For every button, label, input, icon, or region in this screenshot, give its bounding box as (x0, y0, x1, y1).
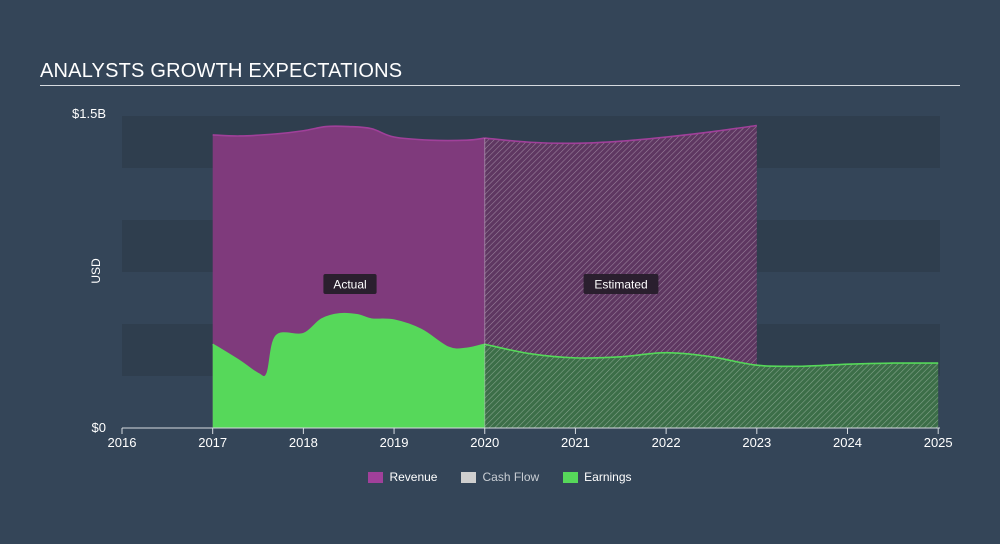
estimated-label: Estimated (583, 274, 659, 294)
legend-item-cash-flow[interactable]: Cash Flow (461, 470, 539, 484)
x-tick-label: 2016 (108, 435, 137, 450)
earnings-actual-line (212, 312, 485, 378)
x-tick-label: 2020 (470, 435, 499, 450)
x-tick-label: 2024 (833, 435, 862, 450)
actual-label-text: Actual (333, 278, 366, 292)
actual-label-bg (323, 274, 377, 294)
revenue-actual-line (212, 125, 485, 142)
y-tick-label-min: $0 (92, 420, 106, 435)
x-tick-label: 2023 (742, 435, 771, 450)
series-areas (212, 124, 939, 428)
x-tick-label: 2018 (289, 435, 318, 450)
earnings-actual-area (212, 313, 485, 428)
x-tick-label: 2021 (561, 435, 590, 450)
legend-item-earnings[interactable]: Earnings (563, 470, 632, 484)
analyst-growth-chart: 2016 2017 2018 2019 2020 2021 2022 2023 2024 2025… (72, 106, 953, 450)
axes: 2016 2017 2018 2019 2020 2021 2022 2023 2024 2025… (72, 106, 953, 450)
actual-label: Actual (323, 274, 377, 294)
y-axis-label: USD (89, 258, 103, 284)
legend-swatch-cash-flow (461, 471, 477, 483)
legend-item-revenue[interactable]: Revenue (368, 470, 437, 484)
x-tick-label: 2022 (652, 435, 681, 450)
title-divider (40, 85, 960, 86)
y-tick-label-max: $1.5B (72, 106, 106, 121)
x-tick-label: 2019 (380, 435, 409, 450)
annotations: Actual Estimated (323, 274, 659, 294)
legend-swatch-earnings (563, 471, 579, 483)
estimated-label-bg (583, 274, 659, 294)
legend-label-revenue: Revenue (389, 470, 438, 484)
legend-swatch-revenue (368, 471, 384, 483)
estimated-label-text: Estimated (594, 278, 647, 292)
x-tick-label: 2017 (198, 435, 227, 450)
revenue-estimated-line (484, 124, 757, 145)
earnings-estimated-hatch (484, 344, 939, 428)
legend: Revenue Cash Flow Earnings (0, 470, 1000, 484)
legend-label-cash-flow: Cash Flow (482, 470, 540, 484)
chart-title: ANALYSTS GROWTH EXPECTATIONS (40, 60, 403, 82)
legend-label-earnings: Earnings (584, 470, 632, 484)
x-tick-label: 2025 (924, 435, 953, 450)
earnings-estimated-line (484, 343, 939, 368)
